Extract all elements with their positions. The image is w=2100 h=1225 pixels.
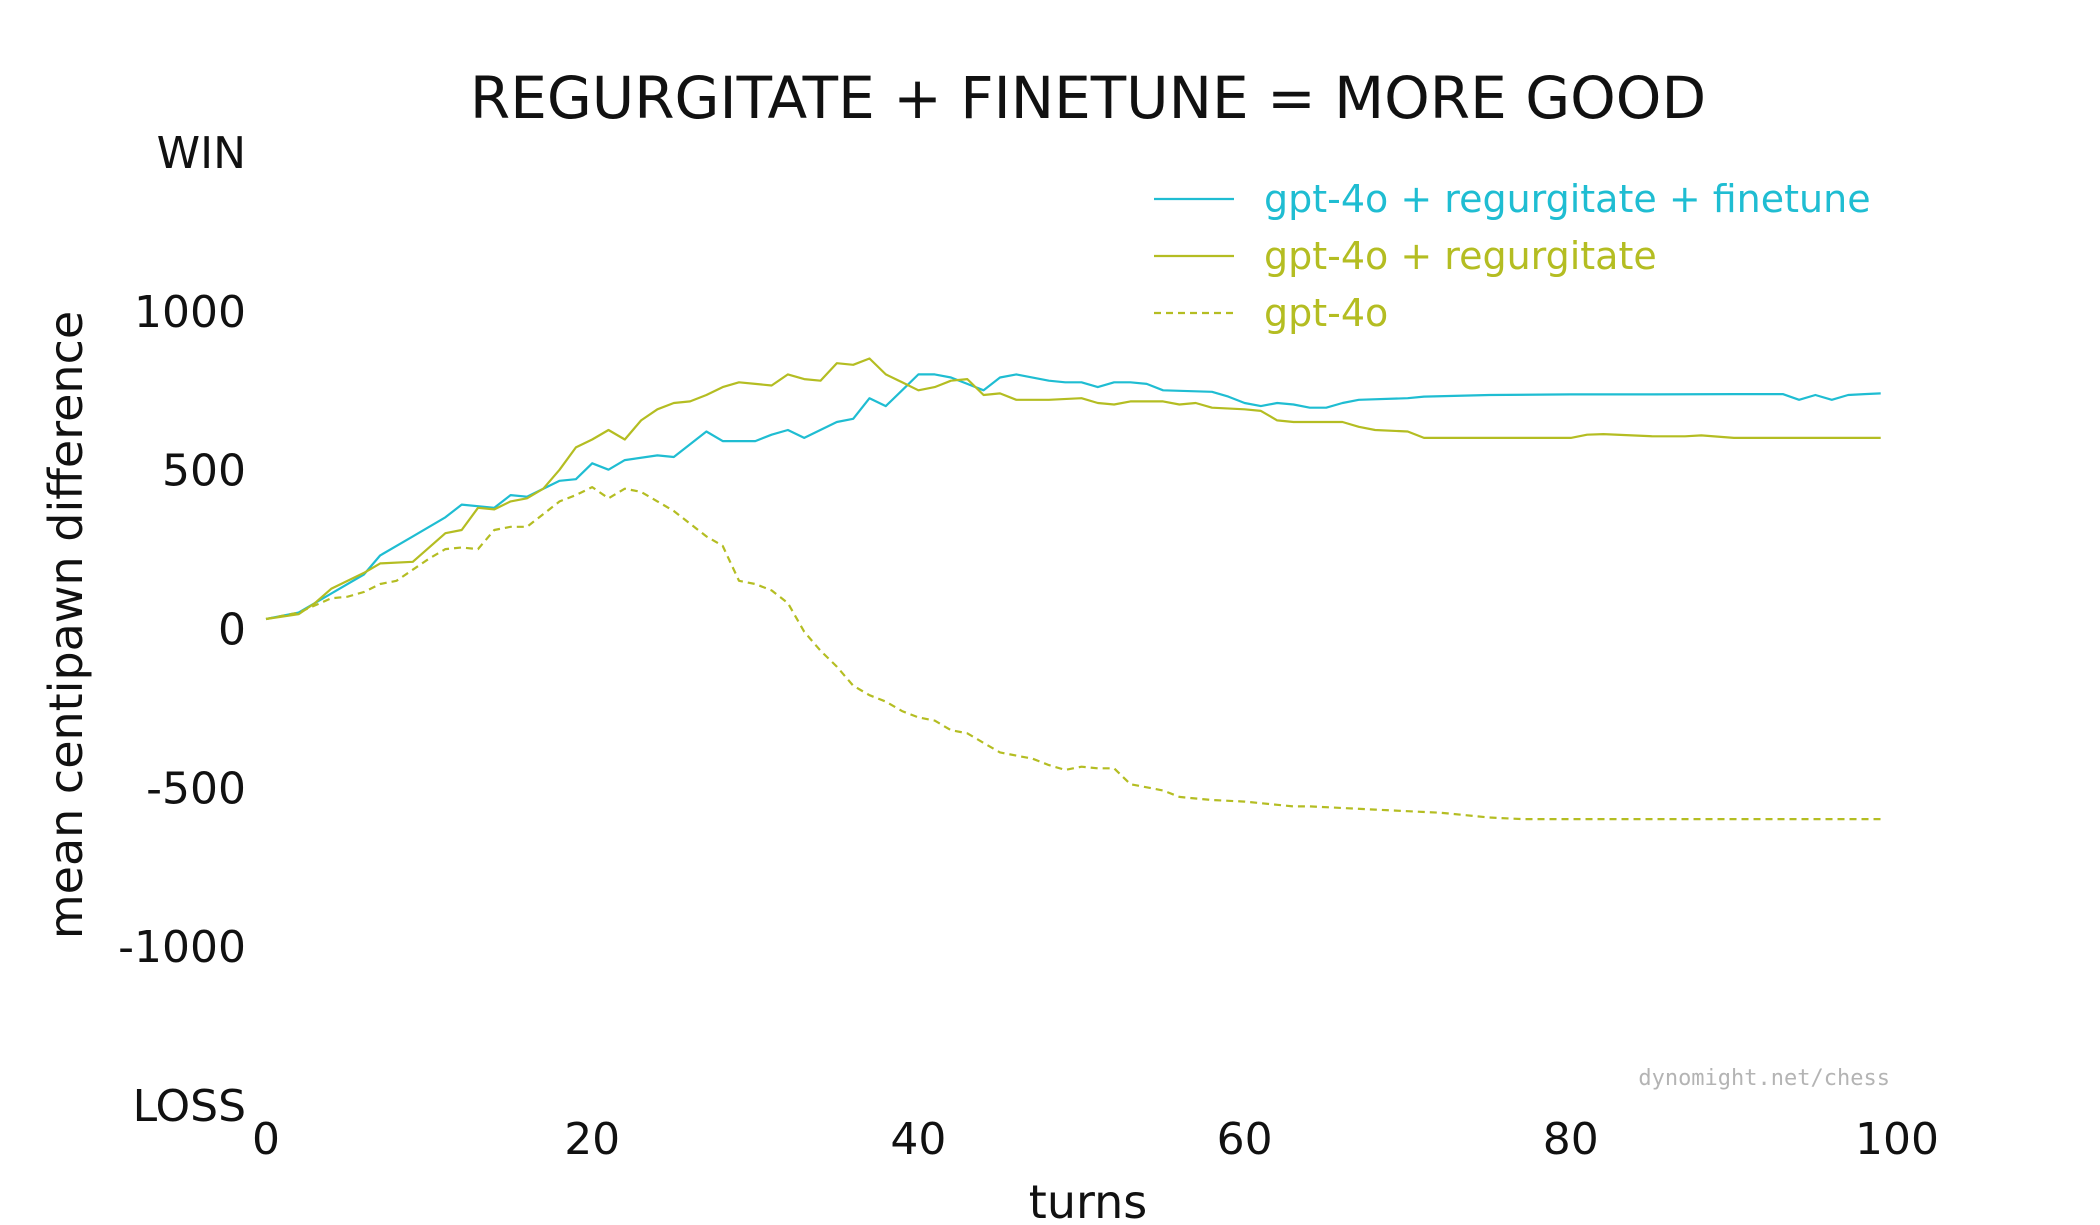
series-line-2 xyxy=(265,357,1881,621)
x-tick-label: 100 xyxy=(1855,1114,1939,1165)
y-tick-label: -500 xyxy=(146,763,246,814)
y-tick-label: -1000 xyxy=(118,922,246,973)
x-tick-label: 0 xyxy=(252,1114,280,1165)
y-tick-label: WIN xyxy=(157,128,246,179)
y-tick-label: 0 xyxy=(218,605,246,656)
y-tick-label: 500 xyxy=(162,446,246,497)
x-axis-ticks: 0 20 40 60 80 100 xyxy=(252,1114,1939,1165)
series-lines xyxy=(265,357,1881,821)
legend-label: gpt-4o xyxy=(1264,291,1388,335)
legend-label: gpt-4o + regurgitate + finetune xyxy=(1264,177,1871,221)
legend-label: gpt-4o + regurgitate xyxy=(1264,234,1657,278)
y-axis-label: mean centipawn difference xyxy=(39,311,93,939)
x-axis-label: turns xyxy=(1029,1175,1147,1225)
x-tick-label: 20 xyxy=(564,1114,620,1165)
x-tick-label: 60 xyxy=(1217,1114,1273,1165)
x-tick-label: 80 xyxy=(1543,1114,1599,1165)
y-axis-ticks: WIN 1000 500 0 -500 -1000 LOSS xyxy=(118,128,246,1132)
x-tick-label: 40 xyxy=(890,1114,946,1165)
watermark: dynomight.net/chess xyxy=(1638,1066,1890,1091)
series-line-1 xyxy=(265,373,1881,621)
y-tick-label: 1000 xyxy=(134,287,246,338)
legend: gpt-4o + regurgitate + finetune gpt-4o + … xyxy=(1154,177,1871,335)
chart-title: REGURGITATE + FINETUNE = MORE GOOD xyxy=(470,64,1706,132)
series-line-3 xyxy=(265,486,1881,821)
y-tick-label: LOSS xyxy=(133,1081,246,1132)
